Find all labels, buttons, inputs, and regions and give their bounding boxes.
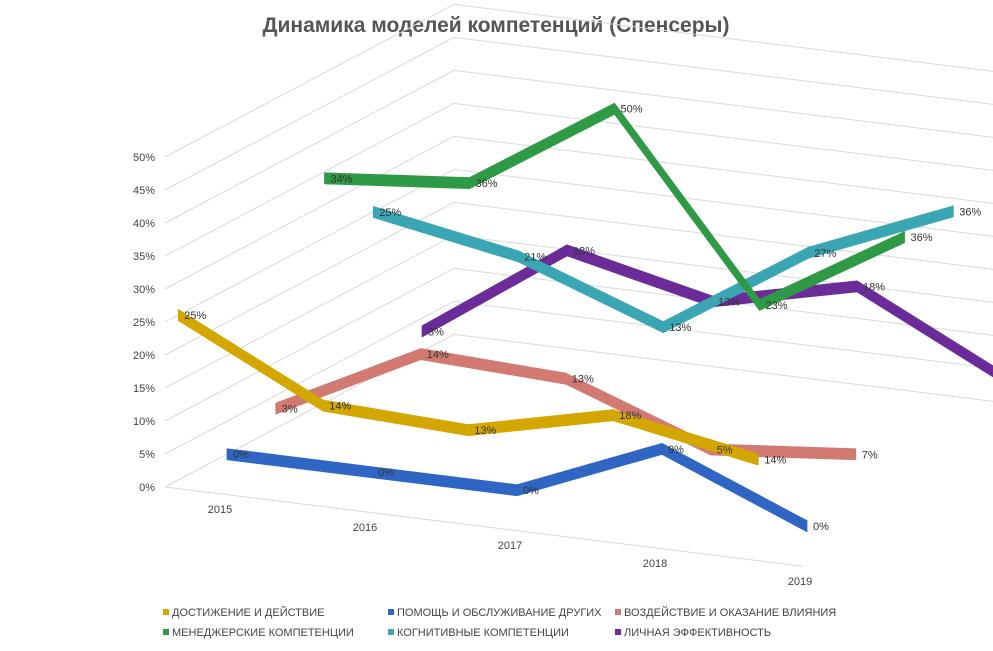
- gridline: [164, 333, 993, 488]
- y-tick-label: 5%: [139, 449, 155, 461]
- ribbon-segment: [856, 280, 993, 378]
- floor-edge: [164, 486, 804, 567]
- gridline: [164, 300, 993, 455]
- gridline: [164, 36, 993, 191]
- legend-label: КОГНИТИВНЫЕ КОМПЕТЕНЦИИ: [397, 627, 569, 639]
- legend-item: ЛИЧНАЯ ЭФФЕКТИВНОСТЬ: [615, 627, 771, 639]
- data-labels: 3% 18% 13% 18% 7% 25% 21% 13% 27% 36% 34% 36% 50% 23%…: [184, 104, 981, 534]
- y-tick-label: 50%: [133, 152, 155, 164]
- y-tick-label: 30%: [133, 284, 155, 296]
- data-label: 13%: [718, 296, 740, 308]
- gridline: [164, 201, 993, 356]
- data-label: 0%: [233, 449, 249, 461]
- y-tick-label: 0%: [139, 482, 155, 494]
- ribbon-segment: [177, 309, 324, 412]
- data-label: 14%: [427, 349, 449, 361]
- legend-label: ЛИЧНАЯ ЭФФЕКТИВНОСТЬ: [624, 627, 771, 639]
- data-label: 36%: [476, 178, 498, 190]
- data-label: 25%: [184, 310, 206, 322]
- series-ribbons: [177, 102, 993, 533]
- data-label: 0%: [813, 521, 829, 533]
- data-label: 34%: [331, 173, 353, 185]
- y-tick-label: 10%: [133, 416, 155, 428]
- data-label: 9%: [668, 444, 684, 456]
- legend-item: КОГНИТИВНЫЕ КОМПЕТЕНЦИИ: [388, 627, 569, 639]
- data-label: 13%: [474, 425, 496, 437]
- legend-item: ДОСТИЖЕНИЕ И ДЕЙСТВИЕ: [163, 606, 324, 619]
- data-label: 13%: [572, 374, 594, 386]
- data-label: 18%: [573, 245, 595, 257]
- x-axis-categories: 2015 2016 2017 2018 2019: [208, 504, 812, 588]
- ribbon-segment: [759, 231, 905, 311]
- series-ribbon: [324, 102, 905, 311]
- legend-label: МЕНЕДЖЕРСКИЕ КОМПЕТЕНЦИИ: [172, 627, 354, 639]
- data-label: 14%: [764, 455, 786, 467]
- legend: ДОСТИЖЕНИЕ И ДЕЙСТВИЕ ПОМОЩЬ И ОБСЛУЖИВАН…: [163, 606, 836, 639]
- legend-swatch: [163, 629, 169, 635]
- series-ribbon: [177, 309, 759, 466]
- data-label: 36%: [959, 206, 981, 218]
- data-label: 50%: [621, 104, 643, 116]
- y-tick-label: 35%: [133, 251, 155, 263]
- series-ribbon: [226, 442, 808, 533]
- gridline: [164, 69, 993, 224]
- data-label: 5%: [717, 444, 733, 456]
- data-label: 7%: [862, 449, 878, 461]
- y-tick-label: 15%: [133, 383, 155, 395]
- data-label: 13%: [669, 322, 691, 334]
- x-category-label: 2018: [643, 558, 667, 570]
- data-label: 23%: [766, 300, 788, 312]
- data-label: 21%: [524, 251, 546, 263]
- gridline: [164, 3, 993, 158]
- legend-swatch: [615, 629, 621, 635]
- gridline: [164, 102, 993, 257]
- series-ribbon: [275, 348, 857, 461]
- legend-item: ВОЗДЕЙСТВИЕ И ОКАЗАНИЕ ВЛИЯНИЯ: [615, 606, 836, 619]
- y-axis-ticks: 0% 5% 10% 15% 20% 25% 30% 35% 40% 45% 50%: [133, 152, 155, 494]
- legend-label: ВОЗДЕЙСТВИЕ И ОКАЗАНИЕ ВЛИЯНИЯ: [624, 606, 836, 619]
- ribbon-segment: [661, 442, 808, 533]
- y-tick-label: 40%: [133, 218, 155, 230]
- x-category-label: 2016: [353, 522, 377, 534]
- legend-swatch: [388, 629, 394, 635]
- x-category-label: 2019: [788, 576, 812, 588]
- legend-item: МЕНЕДЖЕРСКИЕ КОМПЕТЕНЦИИ: [163, 627, 354, 639]
- ribbon-segment: [469, 102, 615, 190]
- data-label: 18%: [863, 281, 885, 293]
- data-label: 0%: [523, 485, 539, 497]
- x-category-label: 2017: [498, 540, 522, 552]
- y-tick-label: 20%: [133, 350, 155, 362]
- legend-swatch: [615, 609, 621, 615]
- gridline: [164, 168, 993, 323]
- x-category-label: 2015: [208, 504, 232, 516]
- legend-swatch: [388, 609, 394, 615]
- data-label: 3%: [428, 326, 444, 338]
- data-label: 14%: [329, 401, 351, 413]
- data-label: 36%: [911, 232, 933, 244]
- data-label: 18%: [619, 410, 641, 422]
- y-tick-label: 45%: [133, 185, 155, 197]
- series-ribbon: [421, 244, 993, 378]
- data-label: 0%: [378, 467, 394, 479]
- legend-swatch: [163, 609, 169, 615]
- series-ribbon: [372, 205, 954, 334]
- ribbon-segment: [807, 205, 954, 259]
- legend-label: ДОСТИЖЕНИЕ И ДЕЙСТВИЕ: [172, 606, 324, 619]
- data-label: 3%: [282, 404, 298, 416]
- gridline: [164, 135, 993, 290]
- legend-item: ПОМОЩЬ И ОБСЛУЖИВАНИЕ ДРУГИХ: [388, 607, 602, 619]
- data-label: 27%: [814, 248, 836, 260]
- data-label: 25%: [379, 207, 401, 219]
- legend-label: ПОМОЩЬ И ОБСЛУЖИВАНИЕ ДРУГИХ: [397, 607, 602, 619]
- ribbon-segment: [612, 409, 759, 466]
- y-tick-label: 25%: [133, 317, 155, 329]
- chart-title: Динамика моделей компетенций (Спенсеры): [263, 14, 730, 37]
